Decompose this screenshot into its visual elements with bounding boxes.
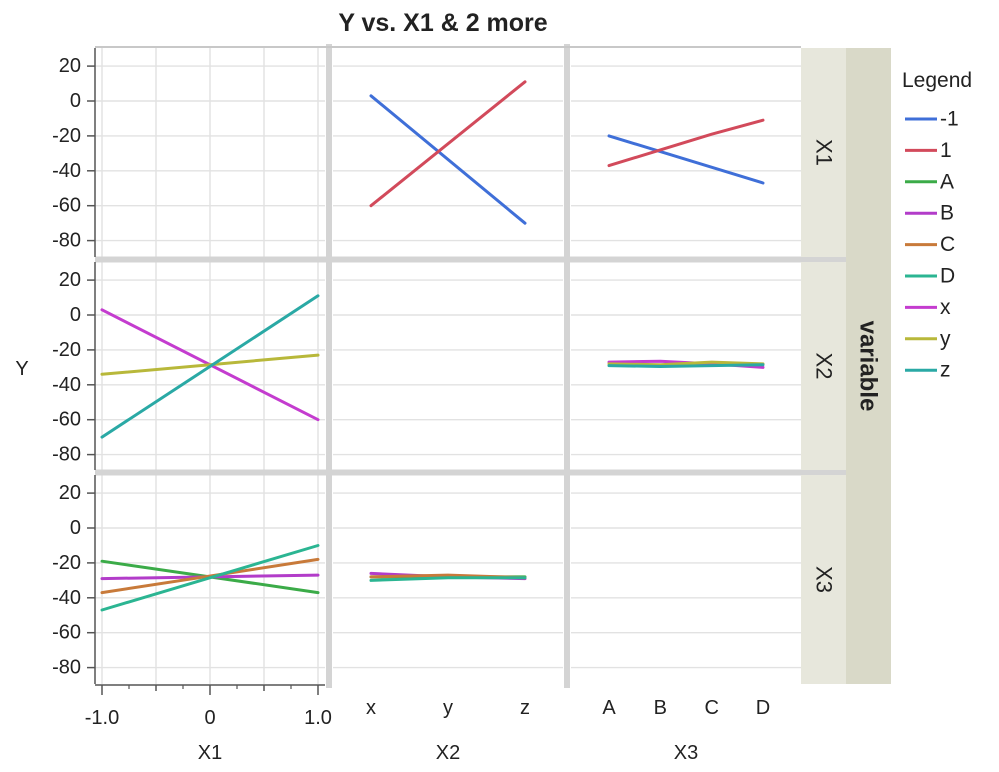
- row-strip-label: X3: [812, 566, 837, 593]
- row-strip-1: X2: [801, 262, 846, 470]
- y-tick-label: 20: [59, 482, 81, 504]
- column-separator: [326, 44, 332, 688]
- legend-item-y: y: [905, 327, 951, 350]
- x-tick-label: D: [756, 697, 770, 719]
- legend-label: -1: [940, 108, 959, 131]
- y-tick-label: -40: [52, 160, 81, 182]
- series-line-z-r1-c0: [100, 294, 320, 439]
- legend-item-1: 1: [905, 139, 952, 162]
- series-line-z-r1-c2: [607, 363, 765, 368]
- row-strip-2: X3: [801, 475, 846, 684]
- y-tick-label: -40: [52, 587, 81, 609]
- column-separator: [564, 44, 570, 688]
- x-axis-label: X3: [674, 742, 698, 764]
- panel-r0-c0: [95, 48, 325, 257]
- row-strip-0: X1: [801, 48, 846, 257]
- x-axis-X3: A B C D X3: [602, 697, 770, 764]
- y-tick-label: 0: [70, 304, 81, 326]
- series-line-D-r2-c0: [100, 544, 320, 612]
- legend-item-A: A: [905, 170, 954, 193]
- panel-r0-c2: [571, 48, 801, 257]
- legend-label: B: [940, 202, 954, 225]
- row-strip-label: X2: [812, 353, 837, 380]
- series-line--1-r0-c1: [369, 94, 527, 225]
- legend-item-z: z: [905, 359, 951, 382]
- legend-label: A: [940, 170, 954, 193]
- series-line-D-r2-c1: [369, 576, 527, 582]
- series-line-C-r2-c0: [100, 557, 320, 595]
- x-axis-X2: x y z X2: [366, 697, 530, 764]
- row-separator: [95, 469, 846, 476]
- legend-item-B: B: [905, 202, 954, 225]
- y-tick-label: 0: [70, 90, 81, 112]
- row-strip-label: X1: [812, 139, 837, 166]
- panel-r2-c2: [571, 475, 801, 684]
- x-tick-label: z: [520, 697, 530, 719]
- x-axis-X1: -1.0 0 1.0 X1: [85, 684, 332, 764]
- y-tick-label: -60: [52, 622, 81, 644]
- panel-background: [333, 262, 563, 470]
- chart-title: Y vs. X1 & 2 more: [338, 9, 547, 37]
- panel-background: [333, 475, 563, 684]
- legend-label: D: [940, 265, 955, 288]
- y-tick-label: -80: [52, 230, 81, 252]
- series-line-1-r0-c2: [607, 118, 765, 168]
- y-tick-label: 20: [59, 269, 81, 291]
- panel-r0-c1: [333, 48, 563, 257]
- panel-background: [333, 48, 563, 257]
- x-axis-label: X2: [436, 742, 460, 764]
- x-tick-label: x: [366, 697, 376, 719]
- row-strip-background: [801, 48, 846, 257]
- x-tick-label: C: [704, 697, 718, 719]
- y-tick-label: -20: [52, 552, 81, 574]
- y-tick-label: -20: [52, 339, 81, 361]
- y-tick-label: 0: [70, 517, 81, 539]
- group-strip-background: [846, 48, 891, 684]
- row-separator: [95, 256, 846, 263]
- row-strip-background: [801, 262, 846, 470]
- row-strip-background: [801, 475, 846, 684]
- y-axis-label: Y: [15, 358, 28, 380]
- x-tick-label: -1.0: [85, 707, 119, 729]
- legend-label: 1: [940, 139, 952, 162]
- x-tick-label: A: [602, 697, 616, 719]
- y-tick-label: -80: [52, 657, 81, 679]
- panel-grid: [95, 44, 846, 688]
- x-tick-label: B: [654, 697, 667, 719]
- row-strips: X1 X2 X3 variable: [801, 48, 891, 684]
- x-tick-label: 0: [204, 707, 215, 729]
- x-tick-label: 1.0: [304, 707, 332, 729]
- group-strip-label: variable: [855, 321, 882, 412]
- series-line-y-r1-c2: [607, 360, 765, 367]
- legend-label: x: [940, 296, 951, 319]
- series-line-1-r0-c1: [369, 80, 527, 208]
- axes: 20 0 -20 -40 -60 -80 20 0 -20 -40 -60 -80 20 0 -20 -40 -…: [52, 48, 770, 764]
- panel-r2-c1: [333, 475, 563, 684]
- y-tick-label: -20: [52, 125, 81, 147]
- legend-label: y: [940, 327, 951, 350]
- legend-label: C: [940, 233, 955, 256]
- x-axis-label: X1: [198, 742, 222, 764]
- y-tick-label: -80: [52, 444, 81, 466]
- y-tick-label: 20: [59, 55, 81, 77]
- y-tick-label: -60: [52, 409, 81, 431]
- panel-background: [571, 475, 801, 684]
- panel-r1-c1: [333, 262, 563, 470]
- legend-title: Legend: [902, 69, 972, 92]
- legend-item-C: C: [905, 233, 955, 256]
- legend-item-x: x: [905, 296, 951, 319]
- y-tick-label: -60: [52, 195, 81, 217]
- x-tick-label: y: [443, 697, 453, 719]
- y-tick-label: -40: [52, 374, 81, 396]
- series-line--1-r0-c2: [607, 134, 765, 185]
- legend-item--1: -1: [905, 108, 959, 131]
- legend-label: z: [940, 359, 951, 382]
- legend-item-D: D: [905, 265, 955, 288]
- panel-background: [571, 48, 801, 257]
